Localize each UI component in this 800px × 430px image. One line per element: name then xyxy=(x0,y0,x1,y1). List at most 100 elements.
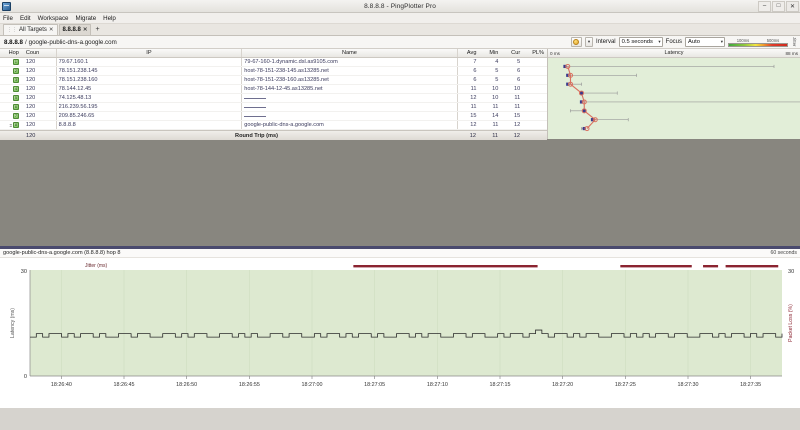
column-header-count[interactable]: Coun xyxy=(25,50,40,56)
cur-cell: 15 xyxy=(513,113,521,119)
table-row[interactable]: 6 120 216.239.56.195 11 11 11 xyxy=(0,103,547,112)
min-cell: 11 xyxy=(492,104,499,110)
packet-loss-bar xyxy=(353,265,538,268)
cell-divider xyxy=(241,67,243,75)
sample-count-cell: 120 xyxy=(25,104,36,110)
close-button[interactable]: ✕ xyxy=(786,0,799,12)
ip-cell: 8.8.8.8 xyxy=(58,122,76,128)
time-tick-label: 18:26:55 xyxy=(239,382,260,388)
interval-select[interactable]: 0.5 seconds ▾ xyxy=(618,37,663,47)
toolbar: ▾ Interval 0.5 seconds ▾ Focus Auto ▾ 10… xyxy=(570,37,797,47)
target-host: 8.8.8.8 xyxy=(4,38,23,46)
column-header-pl[interactable]: PL% xyxy=(532,50,545,56)
scale-tick-100ms: 100ms xyxy=(736,37,750,43)
packet-loss-bar xyxy=(725,265,779,268)
time-tick-label: 18:27:20 xyxy=(552,382,573,388)
column-divider[interactable] xyxy=(241,49,243,57)
cell-divider xyxy=(241,76,243,84)
menu-item-file[interactable]: File xyxy=(3,14,13,22)
cell-divider xyxy=(456,103,458,111)
column-header-avg[interactable]: Avg xyxy=(466,50,477,56)
name-cell: 79-67-160-1.dynamic.dsl.as9105.com xyxy=(244,59,338,65)
avg-cell: 7 xyxy=(473,59,477,65)
cell-divider xyxy=(55,67,57,75)
hop-badge: 5 xyxy=(12,95,19,101)
app-icon xyxy=(2,1,11,11)
round-trip-avg: 12 xyxy=(469,132,476,139)
table-row[interactable]: ⌗ 8 120 8.8.8.8 google-public-dns-a.google.c… xyxy=(0,121,547,130)
min-cell: 11 xyxy=(492,122,499,128)
timeline-graph[interactable]: 18:26:40 18:26:45 18:26:50 18:26:55 18:27:00… xyxy=(0,258,800,408)
hop-number-cell: ⌗ 8 xyxy=(0,122,22,128)
ip-cell: 216.239.56.195 xyxy=(58,104,98,110)
focus-value: Auto xyxy=(688,39,700,45)
cell-divider xyxy=(55,94,57,102)
menu-item-workspace[interactable]: Workspace xyxy=(37,14,69,22)
chevron-down-icon[interactable]: ▾ xyxy=(584,37,593,47)
column-divider[interactable] xyxy=(55,49,57,57)
plot-background xyxy=(30,270,782,376)
column-header-hop[interactable]: Hop xyxy=(8,50,19,56)
round-trip-row: 120 Round Trip (ms) 12 11 12 xyxy=(0,130,547,140)
ip-cell: 78.151.238.160 xyxy=(58,77,98,83)
jitter-label: Jitter (ms) xyxy=(85,263,108,269)
ip-cell: 78.144.12.45 xyxy=(58,86,92,92)
menu-item-help[interactable]: Help xyxy=(103,14,116,22)
cell-divider xyxy=(241,103,243,111)
column-header-name[interactable]: Name xyxy=(341,50,357,56)
table-row[interactable]: 2 120 78.151.238.145 host-78-151-238-145.as… xyxy=(0,67,547,76)
min-cell: 4 xyxy=(495,59,499,65)
ip-cell: 79.67.160.1 xyxy=(58,59,89,65)
tab-8-8-8-8[interactable]: 8.8.8.8 ✕ xyxy=(58,24,92,35)
column-header-ip[interactable]: IP xyxy=(146,50,152,56)
table-row[interactable]: 3 120 78.151.238.160 host-78-151-238-160.as… xyxy=(0,76,547,85)
ip-cell: 78.151.238.145 xyxy=(58,68,98,74)
minimize-button[interactable]: – xyxy=(758,0,771,12)
target-hostname: google-public-dns-a.google.com xyxy=(28,38,117,46)
current-marker xyxy=(568,81,573,87)
hop-number-cell: 6 xyxy=(0,104,22,110)
close-icon[interactable]: ✕ xyxy=(82,27,88,33)
avg-cell: 6 xyxy=(473,77,477,83)
cell-divider xyxy=(55,85,57,93)
hop-number-cell: 2 xyxy=(0,68,22,74)
cell-divider xyxy=(241,121,243,129)
time-tick-label: 18:27:30 xyxy=(678,382,699,388)
menu-item-edit[interactable]: Edit xyxy=(19,14,31,22)
chevron-down-icon: ▾ xyxy=(720,39,723,44)
tab-all-targets[interactable]: ⋮⋮ All Targets ✕ xyxy=(3,24,58,35)
latency-trace-line xyxy=(30,329,783,338)
cell-divider xyxy=(456,67,458,75)
time-tick-label: 18:27:10 xyxy=(427,382,448,388)
column-header-cur[interactable]: Cur xyxy=(511,50,521,56)
new-tab-button[interactable]: + xyxy=(95,26,100,33)
y-axis-max-label: 30 xyxy=(21,269,27,275)
menu-item-migrate[interactable]: Migrate xyxy=(75,14,97,22)
focus-select[interactable]: Auto ▾ xyxy=(685,37,725,47)
timeline-svg: 18:26:40 18:26:45 18:26:50 18:26:55 18:27:00… xyxy=(10,263,794,388)
no-name-dash xyxy=(244,98,267,99)
axis-min-label: 0 ms xyxy=(550,50,560,56)
avg-cell: 12 xyxy=(470,122,477,128)
table-row[interactable]: 1 120 79.67.160.1 79-67-160-1.dynamic.dsl.a… xyxy=(0,58,547,67)
round-trip-cur: 12 xyxy=(513,132,520,139)
maximize-button[interactable]: □ xyxy=(772,0,785,12)
window-controls: – □ ✕ xyxy=(758,0,799,12)
scale-tick-500ms: 500ms xyxy=(766,37,780,43)
table-row[interactable]: 5 120 74.125.48.13 12 10 11 xyxy=(0,94,547,103)
close-icon[interactable]: ✕ xyxy=(48,27,54,33)
cell-divider xyxy=(456,121,458,129)
column-divider[interactable] xyxy=(456,49,458,57)
hop-latency-graph[interactable]: 0 ms Latency 88 ms xyxy=(548,49,800,139)
pause-resume-button[interactable] xyxy=(570,37,582,47)
table-row[interactable]: 7 120 209.85.246.65 15 14 15 xyxy=(0,112,547,121)
latency-plot-area[interactable] xyxy=(548,58,800,139)
tab-label: 8.8.8.8 xyxy=(62,27,81,33)
column-header-min[interactable]: Min xyxy=(489,50,499,56)
panel-top-rule xyxy=(0,246,800,249)
hop-number-cell: 7 xyxy=(0,113,22,119)
min-marker xyxy=(566,82,570,86)
round-trip-label: Round Trip (ms) xyxy=(235,132,278,139)
tab-label: All Targets xyxy=(19,27,47,33)
table-row[interactable]: 4 120 78.144.12.45 host-78-144-12-45.as1328… xyxy=(0,85,547,94)
